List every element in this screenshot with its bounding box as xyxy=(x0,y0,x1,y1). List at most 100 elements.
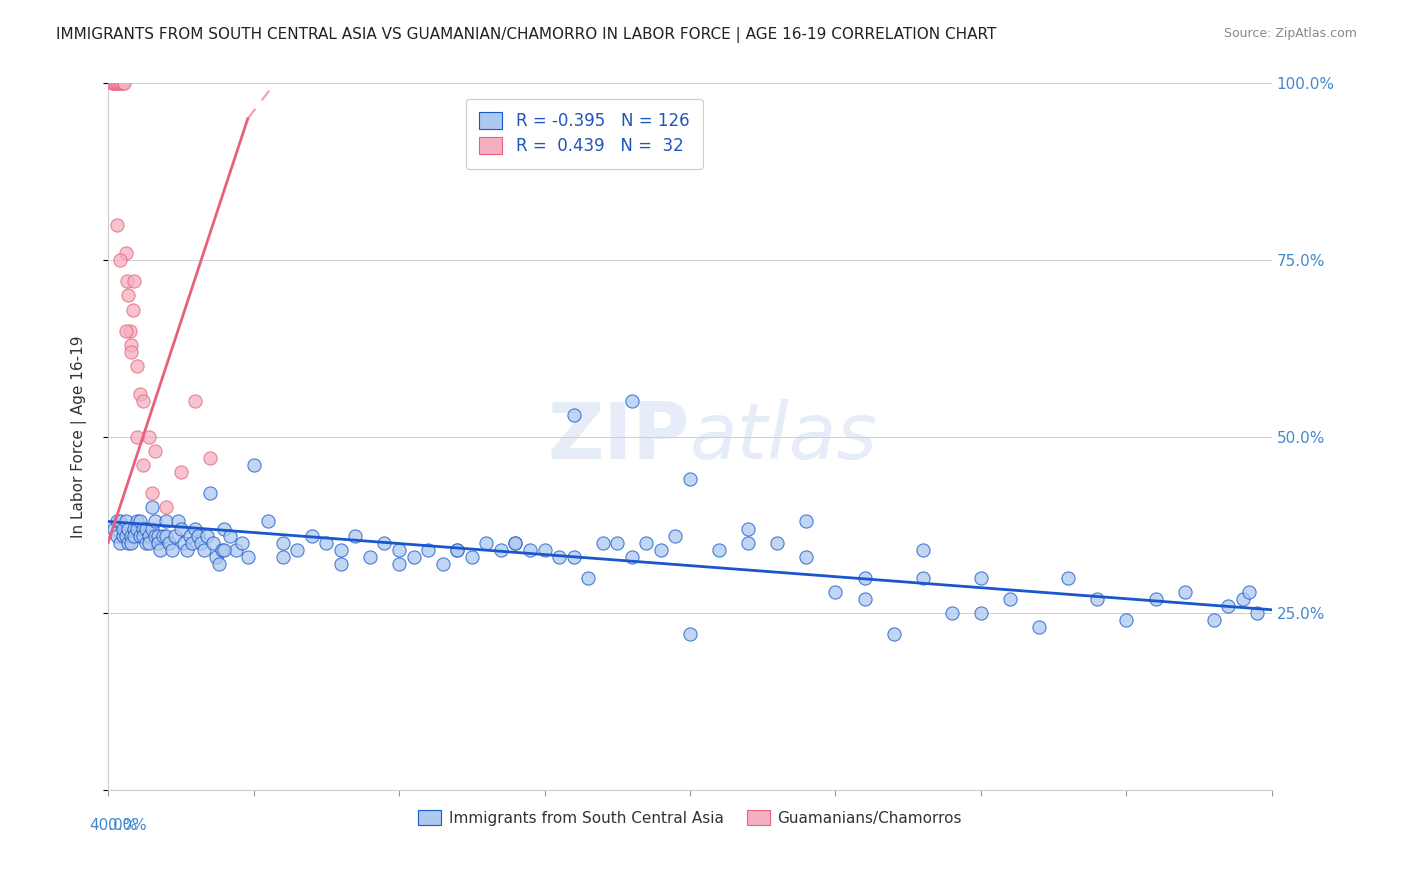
Point xyxy=(1237,585,1260,599)
Text: ZIP: ZIP xyxy=(548,399,690,475)
Point xyxy=(141,500,163,515)
Point xyxy=(883,627,905,641)
Point xyxy=(117,535,139,549)
Point xyxy=(108,77,131,91)
Point xyxy=(214,522,236,536)
Point xyxy=(129,387,152,401)
Point xyxy=(132,528,155,542)
Point xyxy=(998,592,1021,607)
Point xyxy=(707,542,730,557)
Point xyxy=(146,535,169,549)
Point xyxy=(122,274,145,288)
Point xyxy=(108,253,131,268)
Point xyxy=(201,535,224,549)
Point xyxy=(679,627,702,641)
Point xyxy=(132,458,155,472)
Point xyxy=(489,542,512,557)
Point xyxy=(143,443,166,458)
Point xyxy=(170,522,193,536)
Point xyxy=(519,542,541,557)
Point xyxy=(105,515,128,529)
Point xyxy=(114,324,136,338)
Point xyxy=(388,557,411,571)
Point xyxy=(155,500,177,515)
Point xyxy=(127,359,149,373)
Point xyxy=(562,409,585,423)
Point xyxy=(108,535,131,549)
Point xyxy=(475,535,498,549)
Point xyxy=(257,515,280,529)
Point xyxy=(132,394,155,409)
Point xyxy=(606,535,628,549)
Point xyxy=(108,515,131,529)
Point xyxy=(636,535,658,549)
Point xyxy=(461,549,484,564)
Point xyxy=(505,535,527,549)
Point xyxy=(373,535,395,549)
Point xyxy=(184,394,207,409)
Y-axis label: In Labor Force | Age 16-19: In Labor Force | Age 16-19 xyxy=(72,335,87,538)
Point xyxy=(170,465,193,479)
Point xyxy=(219,528,242,542)
Point xyxy=(176,542,198,557)
Point xyxy=(193,542,215,557)
Point xyxy=(122,522,145,536)
Point xyxy=(127,430,149,444)
Point xyxy=(620,394,643,409)
Point xyxy=(127,515,149,529)
Point xyxy=(271,549,294,564)
Point xyxy=(1246,607,1268,621)
Point xyxy=(111,528,134,542)
Point xyxy=(157,535,180,549)
Point xyxy=(114,528,136,542)
Point xyxy=(138,535,160,549)
Point xyxy=(184,522,207,536)
Point xyxy=(155,515,177,529)
Point xyxy=(122,528,145,542)
Point xyxy=(941,607,963,621)
Point xyxy=(1218,599,1240,614)
Point xyxy=(416,542,439,557)
Point xyxy=(1232,592,1254,607)
Point xyxy=(446,542,468,557)
Point xyxy=(105,528,128,542)
Point xyxy=(1144,592,1167,607)
Point xyxy=(179,528,201,542)
Point xyxy=(271,535,294,549)
Point xyxy=(173,535,195,549)
Point xyxy=(505,535,527,549)
Point xyxy=(167,515,190,529)
Point xyxy=(129,515,152,529)
Point xyxy=(211,542,233,557)
Point xyxy=(132,522,155,536)
Point xyxy=(114,515,136,529)
Point xyxy=(160,542,183,557)
Point xyxy=(141,486,163,500)
Point xyxy=(592,535,614,549)
Point xyxy=(911,542,934,557)
Point xyxy=(120,338,142,352)
Point xyxy=(112,77,135,91)
Point xyxy=(152,528,174,542)
Point xyxy=(1028,620,1050,634)
Point xyxy=(143,515,166,529)
Point xyxy=(114,246,136,260)
Point xyxy=(120,535,142,549)
Point xyxy=(344,528,367,542)
Point xyxy=(911,571,934,585)
Point xyxy=(214,542,236,557)
Point xyxy=(970,607,993,621)
Point xyxy=(562,549,585,564)
Point xyxy=(1115,613,1137,627)
Point xyxy=(121,302,143,317)
Point xyxy=(576,571,599,585)
Point xyxy=(115,274,138,288)
Point xyxy=(1085,592,1108,607)
Point xyxy=(118,324,141,338)
Point xyxy=(236,549,259,564)
Point xyxy=(329,542,352,557)
Point xyxy=(117,288,139,302)
Point xyxy=(195,528,218,542)
Point xyxy=(664,528,686,542)
Point xyxy=(105,77,128,91)
